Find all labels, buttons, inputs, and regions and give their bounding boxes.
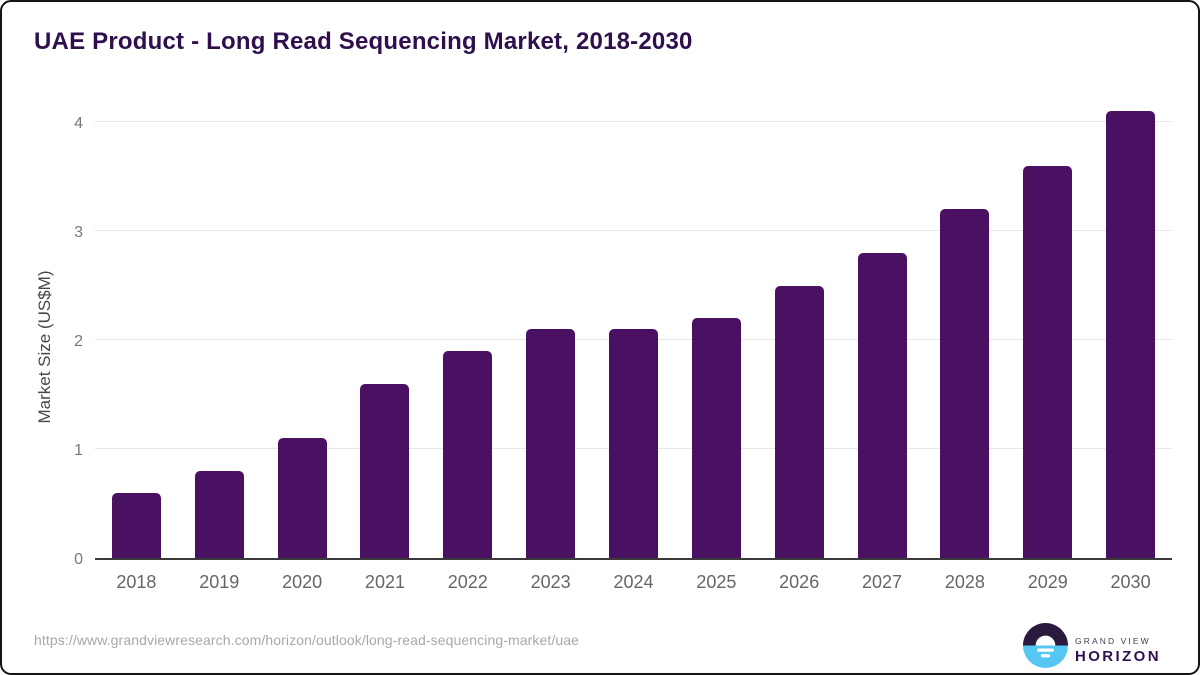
y-tick-label: 0	[74, 551, 83, 568]
chart-title: UAE Product - Long Read Sequencing Marke…	[34, 28, 693, 55]
source-url: https://www.grandviewresearch.com/horizo…	[34, 632, 580, 648]
bar-2019[interactable]	[194, 470, 244, 558]
x-axis-labels: 2018 2019 2020 2021 2022 2023 2024 2025 2026 2027…	[95, 572, 1172, 596]
plot-area	[95, 111, 1172, 560]
bar-2020[interactable]	[277, 438, 327, 558]
y-axis-ticks: 0 1 2 3 4	[2, 116, 83, 568]
gridline	[95, 230, 1172, 231]
bar-2025[interactable]	[691, 318, 741, 558]
x-tick-label: 2028	[944, 572, 985, 592]
grand-view-horizon-logo: GRAND VIEW HORIZON	[1023, 623, 1161, 668]
x-tick-label: 2025	[696, 572, 737, 592]
x-tick-label: 2030	[1110, 572, 1151, 592]
bar-2028[interactable]	[940, 209, 990, 558]
bar-2018[interactable]	[111, 492, 161, 558]
horizon-sun-icon	[1023, 623, 1068, 668]
bar-2030[interactable]	[1106, 111, 1156, 558]
x-tick-label: 2027	[862, 572, 903, 592]
bar-2029[interactable]	[1023, 165, 1073, 558]
x-tick-label: 2026	[779, 572, 820, 592]
y-tick-label: 4	[74, 115, 83, 132]
y-tick-label: 3	[74, 224, 83, 241]
bar-2024[interactable]	[609, 329, 658, 558]
bar-2023[interactable]	[526, 329, 576, 558]
x-tick-label: 2020	[282, 572, 323, 592]
logo-grand-view-text: GRAND VIEW	[1075, 635, 1151, 646]
logo-horizon-text: HORIZON	[1075, 647, 1161, 665]
bar-2022[interactable]	[443, 350, 493, 558]
gridline	[95, 121, 1172, 122]
x-tick-label: 2019	[199, 572, 240, 592]
logo-wordmark: GRAND VIEW HORIZON	[1075, 627, 1161, 665]
bar-2026[interactable]	[774, 285, 824, 558]
x-tick-label: 2029	[1027, 572, 1068, 592]
y-tick-label: 2	[74, 333, 83, 350]
bar-2027[interactable]	[857, 252, 907, 558]
y-tick-label: 1	[74, 442, 83, 459]
x-tick-label: 2021	[364, 572, 405, 592]
x-tick-label: 2022	[447, 572, 488, 592]
x-tick-label: 2018	[116, 572, 157, 592]
bar-2021[interactable]	[360, 383, 410, 558]
x-tick-label: 2024	[613, 572, 654, 592]
x-tick-label: 2023	[530, 572, 571, 592]
